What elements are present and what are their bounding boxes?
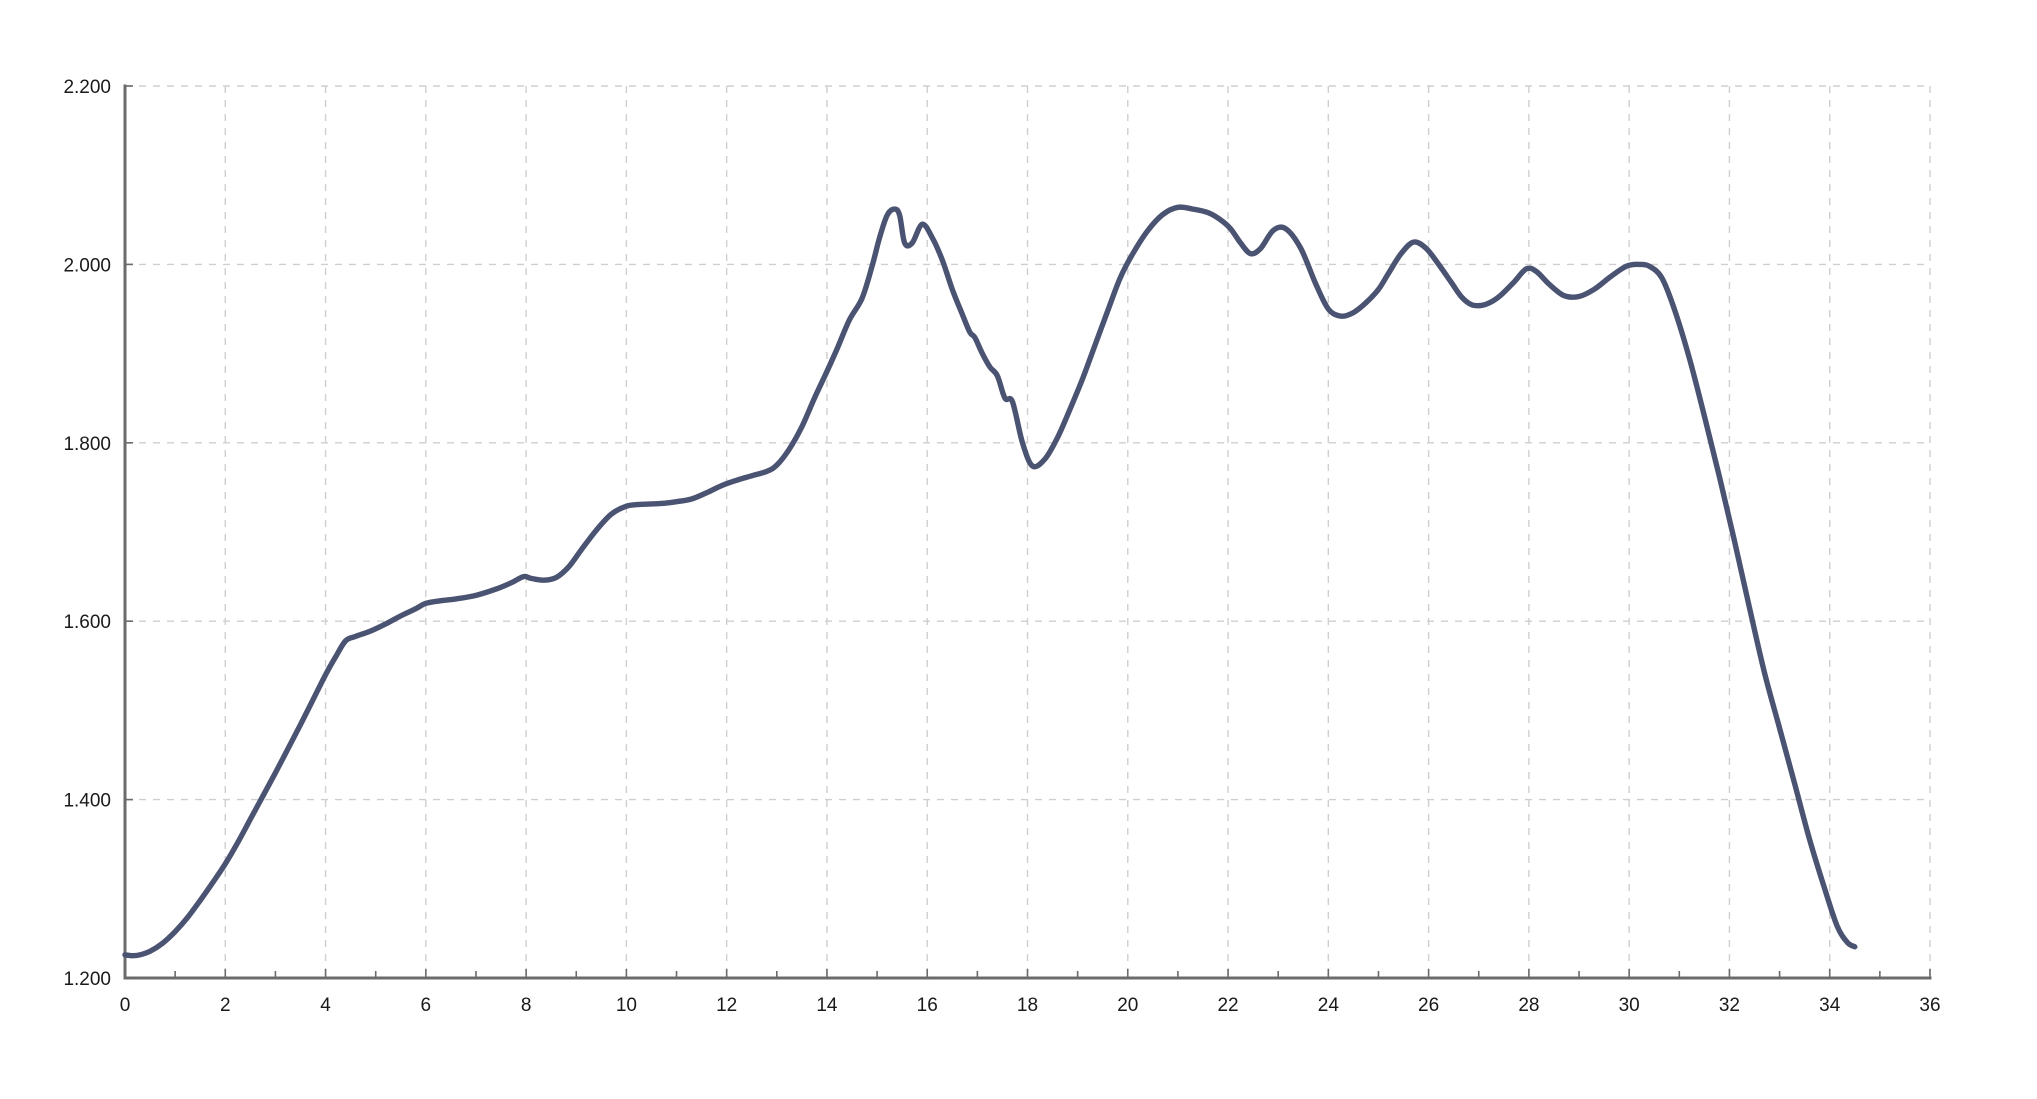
x-axis-tick-label: 6 xyxy=(421,995,432,1016)
x-axis-tick-label: 14 xyxy=(816,995,838,1016)
x-axis-tick-label: 22 xyxy=(1217,995,1238,1016)
x-axis-tick-labels: 0 2 4 6 8 10 12 14 16 18 20 22 24 26 28 30 32 34 36 xyxy=(120,995,1941,1016)
y-axis-tick-label: 1.800 xyxy=(63,434,111,455)
x-axis-tick-label: 20 xyxy=(1117,995,1138,1016)
x-axis-tick-label: 8 xyxy=(521,995,532,1016)
x-axis-tick-label: 12 xyxy=(716,995,737,1016)
x-axis-tick-label: 28 xyxy=(1518,995,1539,1016)
x-axis-tick-label: 26 xyxy=(1418,995,1439,1016)
y-axis-tick-label: 1.400 xyxy=(63,791,111,812)
x-axis-tick-label: 36 xyxy=(1919,995,1940,1016)
data-series xyxy=(122,204,1858,959)
x-axis-tick-label: 4 xyxy=(320,995,331,1016)
y-axis-tick-label: 2.000 xyxy=(63,255,111,276)
x-axis-tick-label: 16 xyxy=(917,995,938,1016)
x-axis-tick-label: 10 xyxy=(616,995,637,1016)
x-axis-tick-label: 24 xyxy=(1318,995,1340,1016)
x-axis-tick-label: 18 xyxy=(1017,995,1038,1016)
x-axis-tick-label: 2 xyxy=(220,995,231,1016)
y-axis-tick-label: 1.200 xyxy=(63,969,111,990)
x-axis-tick-label: 0 xyxy=(120,995,131,1016)
axis-ticks xyxy=(124,85,1931,979)
y-axis-tick-labels: 1.200 1.400 1.600 1.800 2.000 2.200 xyxy=(63,77,111,990)
x-axis-tick-label: 32 xyxy=(1719,995,1740,1016)
y-axis-tick-label: 1.600 xyxy=(63,612,111,633)
x-axis-tick-label: 34 xyxy=(1819,995,1841,1016)
series-line-series-1 xyxy=(122,204,1858,959)
x-axis-tick-label: 30 xyxy=(1619,995,1640,1016)
y-axis-tick-label: 2.200 xyxy=(63,77,111,98)
grid-lines xyxy=(125,85,1931,978)
